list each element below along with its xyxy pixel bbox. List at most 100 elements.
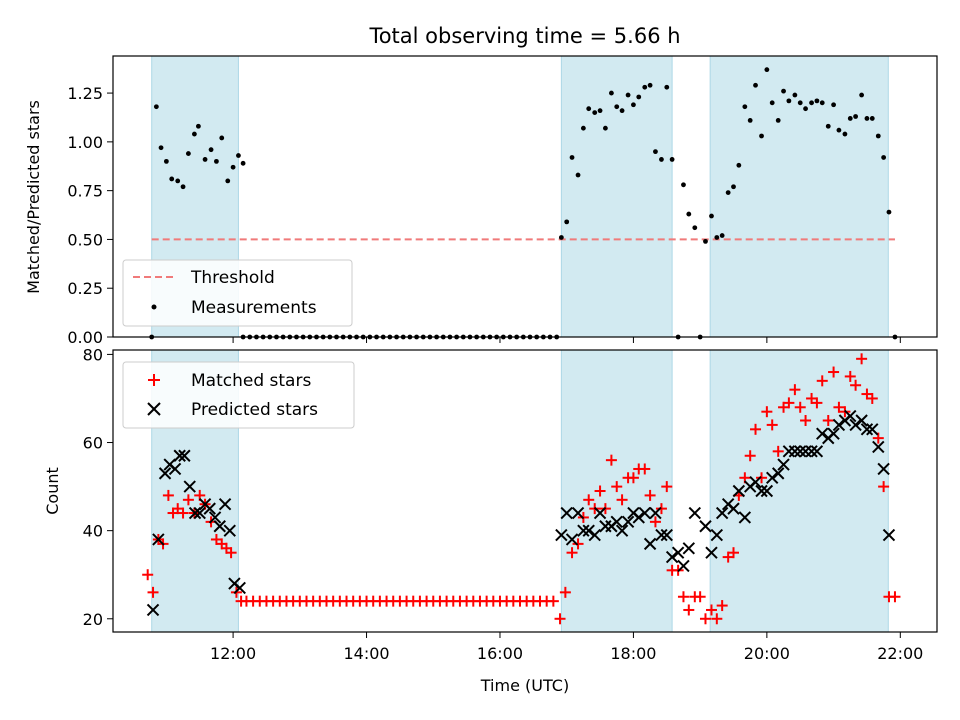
predicted-star-marker <box>771 467 785 480</box>
measurement-point <box>586 106 592 112</box>
matched-star-marker <box>605 454 617 466</box>
bottom-x-axis-label: Time (UTC) <box>480 676 569 695</box>
measurement-point <box>842 131 848 137</box>
predicted-star-marker <box>710 528 724 542</box>
measurement-point <box>819 100 825 106</box>
matched-star-marker <box>828 366 840 378</box>
predicted-star-marker <box>671 546 685 559</box>
measurement-point <box>875 133 881 139</box>
bottom-legend: Matched stars Predicted stars <box>122 361 355 429</box>
predicted-star-marker <box>688 506 702 520</box>
predicted-star-marker <box>760 484 774 498</box>
measurement-point <box>759 133 764 139</box>
measurement-point <box>208 147 214 153</box>
measurement-point <box>219 135 225 141</box>
bottom-plot-frame <box>112 349 938 633</box>
top-x-axis-ticks <box>232 337 901 343</box>
predicted-star-marker <box>560 506 573 520</box>
predicted-star-marker <box>158 467 172 480</box>
predicted-star-marker <box>777 458 790 471</box>
matched-star-marker <box>683 604 695 616</box>
measurement-point <box>781 88 786 94</box>
predicted-star-marker <box>882 528 896 542</box>
bottom-predicted-star-markers <box>146 409 896 617</box>
y-tick-label: 60 <box>83 434 103 453</box>
predicted-star-marker <box>794 445 807 458</box>
bottom-y-axis-label: Count <box>43 467 62 515</box>
measurement-point <box>792 92 798 98</box>
predicted-star-marker <box>178 449 191 462</box>
measurement-point <box>614 104 620 110</box>
measurement-point <box>158 145 164 151</box>
matched-star-marker <box>705 604 717 616</box>
predicted-star-marker <box>749 475 762 489</box>
measurement-point <box>847 116 853 121</box>
predicted-star-marker <box>173 449 186 462</box>
predicted-star-marker <box>593 506 607 520</box>
matched-star-marker <box>789 384 801 396</box>
y-tick-label: 20 <box>83 610 103 629</box>
observing-window-3 <box>709 55 889 338</box>
measurement-point <box>185 151 191 156</box>
measurement-point <box>836 127 842 133</box>
predicted-star-marker <box>866 423 879 436</box>
legend-matched-swatch <box>148 374 160 386</box>
measurement-point <box>180 184 186 190</box>
measurement-point <box>191 131 197 137</box>
matched-star-marker <box>833 401 845 413</box>
measurement-point <box>669 157 675 162</box>
bottom-x-axis-ticks: 12:00 14:00 16:00 18:00 20:00 22:00 <box>210 632 923 663</box>
measurement-point <box>202 157 208 162</box>
predicted-star-marker <box>805 445 818 458</box>
top-measurement-points <box>149 67 898 340</box>
measurement-point <box>558 235 564 240</box>
measurement-point <box>647 82 653 88</box>
predicted-star-marker <box>555 528 568 542</box>
measurement-point <box>736 162 742 168</box>
measurement-point <box>681 182 686 188</box>
legend-matched-label: Matched stars <box>191 371 311 391</box>
predicted-star-marker <box>643 537 657 551</box>
y-tick-label: 0.50 <box>67 230 103 249</box>
measurement-point <box>886 209 892 215</box>
measurement-point <box>225 178 231 184</box>
measurement-point <box>692 225 698 231</box>
y-tick-label: 40 <box>83 522 103 541</box>
measurement-point <box>809 100 814 106</box>
predicted-star-marker <box>565 533 579 546</box>
predicted-star-marker <box>677 559 690 573</box>
matched-star-marker <box>559 586 571 598</box>
measurement-point <box>569 155 575 160</box>
matched-star-marker <box>627 472 639 484</box>
matched-star-marker <box>866 392 878 404</box>
x-tick-label: 20:00 <box>744 644 790 663</box>
measurement-point <box>747 117 753 123</box>
predicted-star-marker <box>849 418 862 432</box>
measurement-point <box>580 125 586 131</box>
matched-star-marker <box>162 489 174 501</box>
top-legend-box <box>122 259 353 327</box>
predicted-star-marker <box>810 445 824 458</box>
measurement-point <box>769 100 775 106</box>
matched-star-marker <box>816 375 828 387</box>
matched-star-marker <box>583 494 595 506</box>
matched-star-marker <box>856 353 868 365</box>
predicted-star-marker <box>649 506 662 520</box>
predicted-star-marker <box>183 480 196 493</box>
measurement-point <box>240 160 246 166</box>
matched-star-marker <box>783 397 795 409</box>
predicted-star-marker <box>699 520 712 533</box>
measurement-point <box>631 102 636 108</box>
measurement-point <box>753 82 758 88</box>
matched-star-marker <box>761 406 773 418</box>
measurement-point <box>175 178 181 184</box>
measurement-point <box>169 176 175 182</box>
matched-star-marker <box>177 507 189 519</box>
measurement-point <box>625 92 631 98</box>
predicted-star-marker <box>208 511 222 524</box>
measurement-point <box>609 90 614 96</box>
predicted-star-marker <box>732 484 746 498</box>
measurement-point <box>196 123 201 129</box>
matched-star-marker <box>655 503 667 515</box>
matched-star-marker <box>147 586 159 598</box>
